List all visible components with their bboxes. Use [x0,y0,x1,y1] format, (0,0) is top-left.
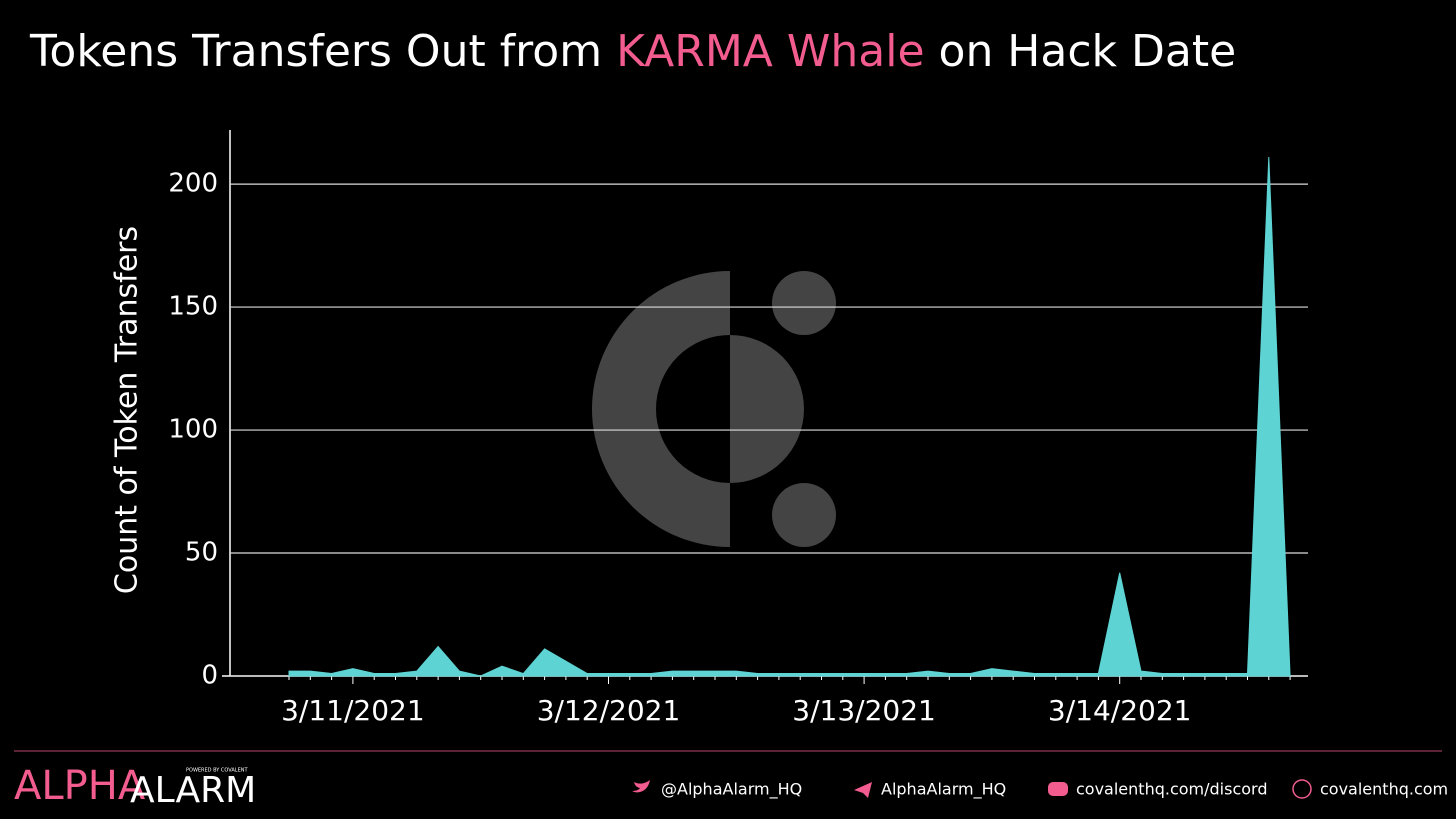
watermark [592,271,836,547]
twitter-icon [632,780,650,793]
y-tick-label: 100 [168,415,218,445]
watermark-shape [772,271,836,335]
footer-link[interactable]: covalenthq.com [1320,780,1448,799]
title-highlight: KARMA Whale [616,26,924,77]
chart-title: Tokens Transfers Out from KARMA Whale on… [29,26,1236,77]
title-part: Tokens Transfers Out from [29,26,616,77]
footer: ALPHA ALARM POWERED BY COVALENT @AlphaAl… [14,763,1448,811]
footer-link[interactable]: covalenthq.com/discord [1076,780,1267,799]
footer-link[interactable]: @AlphaAlarm_HQ [661,780,802,800]
x-tick-label: 3/13/2021 [792,694,936,727]
powered-by: POWERED BY COVALENT [186,768,248,774]
y-tick-label: 150 [168,292,218,322]
y-axis-label: Count of Token Transfers [110,226,145,594]
discord-icon [1048,782,1068,796]
x-tick-label: 3/14/2021 [1048,694,1192,727]
watermark-shape [730,335,804,483]
telegram-icon [854,782,872,798]
x-tick-label: 3/11/2021 [281,694,425,727]
plot: 0 50 100 150 200 3/11/2021 3/12/2021 3/13/2021 3… [168,157,1308,727]
x-tick-label: 3/12/2021 [537,694,681,727]
footer-link[interactable]: AlphaAlarm_HQ [881,780,1006,800]
brand: ALARM [130,770,256,811]
y-tick-label: 50 [185,538,218,568]
brand: ALPHA [14,763,146,809]
y-tick-label: 0 [201,661,218,691]
title-part: on Hack Date [925,26,1237,77]
area [288,157,1291,677]
watermark-shape [772,483,836,547]
watermark-shape [592,271,730,547]
y-tick-label: 200 [168,169,218,199]
web-icon [1292,779,1312,799]
